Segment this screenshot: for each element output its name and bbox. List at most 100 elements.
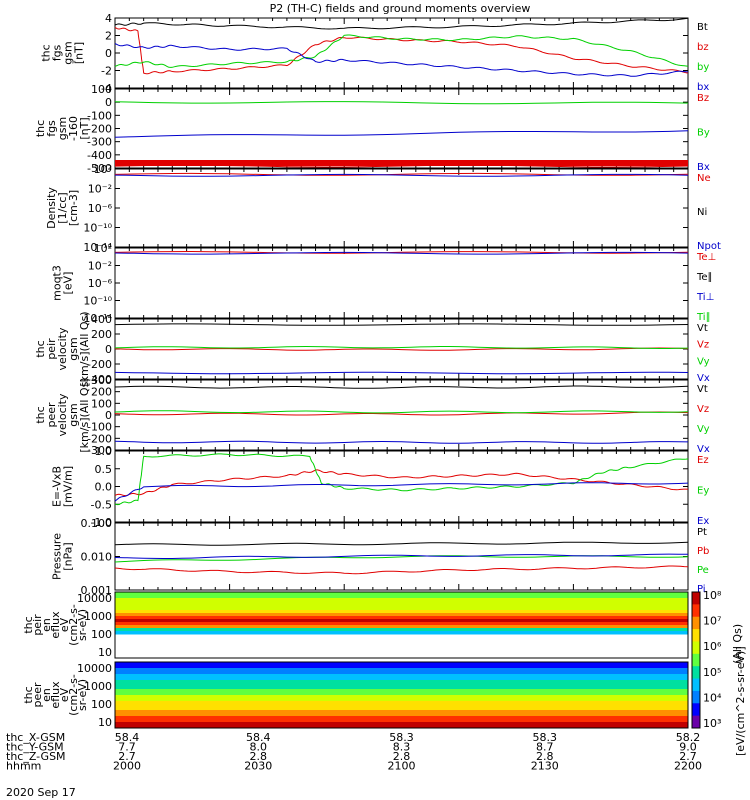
y-label-line: eV [58, 687, 71, 702]
x-axis-labels: thc_X-GSM 58.4 58.4 58.3 58.3 58.2 thc_Y-GSM 7.… [6, 731, 702, 773]
spectro-band [115, 677, 688, 681]
legend-entry: Ex [697, 516, 709, 527]
y-label-line: thc [34, 406, 47, 423]
legend-entry: bx [697, 82, 709, 93]
y-tick-label: 4 [105, 12, 112, 25]
legend-entry: Bx [697, 162, 710, 173]
x-axis-value: 2.8 [536, 750, 554, 763]
x-axis-value: 2.8 [393, 750, 411, 763]
y-label-line: en [40, 618, 53, 632]
colorbar-tick-label: 10⁷ [703, 615, 721, 628]
spectro-band [115, 719, 688, 723]
y-tick-label: 10⁻² [88, 260, 112, 273]
y-tick-label: 0 [105, 409, 112, 422]
legend-entry: Vx [697, 444, 710, 455]
colorbar-segment [692, 616, 700, 630]
y-tick-label: -400 [87, 149, 112, 162]
x-axis-value: 58.2 [676, 731, 701, 744]
x-axis-value: 2030 [244, 760, 272, 773]
colorbar-tick-label: 10⁴ [703, 691, 722, 704]
x-axis-value: 9.0 [679, 741, 697, 754]
series-line-Pi [114, 553, 689, 559]
legend-entry: Vy [697, 424, 710, 435]
y-tick-label: 100 [91, 698, 112, 711]
legend-entry: Pt [697, 527, 707, 538]
series-line-Vx [114, 371, 689, 375]
x-axis-row-label: thc_X-GSM [6, 731, 65, 744]
series-line-bx [114, 43, 689, 77]
y-label-line: [cm-3] [67, 190, 80, 226]
y-label-line: [1/cc] [56, 192, 69, 223]
spectro-band [115, 707, 688, 711]
legend-entry: by [697, 62, 709, 73]
extra-label: (All Qs) [731, 624, 744, 664]
y-tick-label: 1000 [84, 680, 112, 693]
y-label-line: fgs [51, 44, 64, 61]
y-tick-label: 0 [105, 47, 112, 60]
y-tick-label: -100 [87, 109, 112, 122]
spectro-band [115, 716, 688, 720]
y-label-line: [km/s](All Qs) [78, 377, 91, 452]
y-tick-label: 10000 [77, 592, 112, 605]
y-label-line: eflux [49, 681, 62, 709]
spectro-band [115, 628, 688, 632]
series-line-Bx [114, 130, 689, 138]
y-label-line: thc [34, 340, 47, 357]
legend-entry: Te⊥ [696, 252, 716, 263]
plot-title: P2 (TH-C) fields and ground moments over… [270, 2, 531, 15]
y-tick-label: 10² [94, 163, 112, 176]
colorbar-segment [692, 715, 700, 729]
spectro-band [115, 604, 688, 608]
legend-entry: Vz [697, 340, 709, 351]
series-line-Vt [114, 323, 689, 326]
series-line-by [114, 34, 689, 68]
panel-frame [114, 379, 689, 451]
y-label-line: moqt3 [51, 265, 64, 301]
spectro-band [115, 619, 688, 623]
y-tick-label: 0.5 [95, 463, 113, 476]
spectrograms: 10000100010010thcpeirenefluxeV(cm2-s-sr-… [22, 591, 744, 729]
legend-entry: Vt [697, 323, 708, 334]
legend-entry: bz [697, 42, 709, 53]
series-line-Ti⊥ [114, 251, 689, 255]
y-label-line: thc [22, 616, 35, 633]
y-label-line: thc [22, 686, 35, 703]
y-tick-label: 400 [91, 313, 112, 326]
spectro-band [115, 601, 688, 605]
spectro-frame [114, 661, 689, 729]
y-label-line: (cm2-s- [67, 604, 80, 646]
colorbar-segment [692, 666, 700, 680]
series-line-Npot [114, 173, 689, 177]
spectro-band [115, 704, 688, 708]
y-label-line: gsm [56, 117, 69, 140]
y-axis-label: Density[1/cc][cm-3] [45, 187, 80, 229]
spectrogram-peir: 10000 1000 100 10 thcpeirenefluxeV(cm2-s-sr-… [22, 591, 744, 664]
spectro-band [115, 695, 688, 699]
y-tick-label: 200 [91, 386, 112, 399]
legend-entry: Ez [697, 455, 709, 466]
x-axis-value: 58.4 [115, 731, 140, 744]
series-line-Vt [114, 385, 689, 389]
legend-entry: Pe [697, 565, 709, 576]
y-tick-label: 10000 [77, 662, 112, 675]
y-label-line: (cm2-s- [67, 674, 80, 716]
y-tick-label: 0.010 [81, 551, 113, 564]
spectro-band [115, 598, 688, 602]
x-axis-value: 8.7 [536, 741, 554, 754]
y-tick-label: 10⁻¹⁰ [83, 295, 112, 308]
y-tick-label: 0.0 [95, 481, 113, 494]
y-label-line: -160 [67, 116, 80, 141]
colorbar-segment [692, 641, 700, 655]
spectro-band [115, 625, 688, 629]
spectro-band [115, 622, 688, 626]
spectro-band [115, 631, 688, 635]
spectro-band [115, 668, 688, 672]
colorbar-tick-label: 10³ [703, 717, 721, 730]
y-label-line: gsm [62, 41, 75, 64]
colorbar: 10⁸ 10⁷ 10⁶ 10⁵ 10⁴ 10³ [eV/(cm^2-s-sr-eV)] [691, 589, 747, 756]
panel-frame [114, 247, 689, 319]
series-line-Pb [114, 565, 689, 575]
x-axis-value: 2.8 [250, 750, 268, 763]
series-line-Vy [114, 345, 689, 349]
y-tick-label: 1.0 [95, 445, 113, 458]
